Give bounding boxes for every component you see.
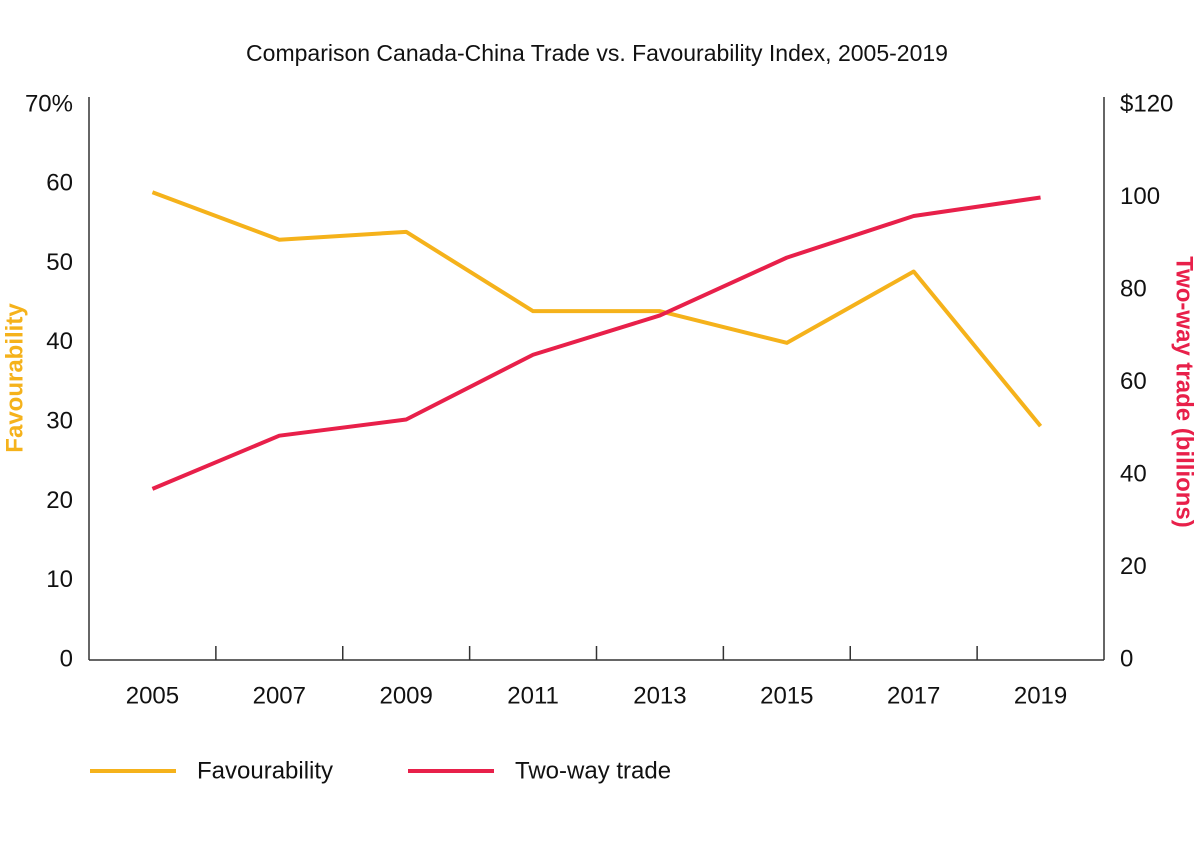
y-tick-label: 30 [46, 407, 73, 434]
y2-tick-label: 0 [1120, 645, 1133, 672]
legend-label: Favourability [197, 757, 333, 784]
y2-axis-label: Two-way trade (billions) [1171, 256, 1198, 528]
y2-tick-label: $120 [1120, 90, 1173, 117]
y-tick-label: 20 [46, 487, 73, 514]
x-tick-label: 2019 [1014, 682, 1067, 709]
x-tick-label: 2013 [633, 682, 686, 709]
series-line [151, 195, 1041, 491]
chart-title: Comparison Canada-China Trade vs. Favour… [246, 40, 948, 66]
y2-tick-label: 40 [1120, 460, 1147, 487]
y-tick-label: 0 [60, 645, 73, 672]
x-tick-label: 2007 [253, 682, 306, 709]
y-axis-label: Favourability [1, 303, 28, 453]
y-tick-label: 50 [46, 249, 73, 276]
x-tick-label: 2009 [379, 682, 432, 709]
y-tick-label: 10 [46, 566, 73, 593]
legend-label: Two-way trade [515, 757, 671, 784]
y2-tick-label: 80 [1120, 275, 1147, 302]
y2-tick-label: 20 [1120, 553, 1147, 580]
x-tick-label: 2011 [507, 682, 559, 709]
x-tick-label: 2017 [887, 682, 940, 709]
y-tick-label: 60 [46, 170, 73, 197]
y-tick-label: 70% [25, 90, 73, 117]
series-line [151, 190, 1043, 428]
x-tick-label: 2005 [126, 682, 179, 709]
y-tick-label: 40 [46, 328, 73, 355]
x-tick-label: 2015 [760, 682, 813, 709]
y2-tick-label: 60 [1120, 368, 1147, 395]
y2-tick-label: 100 [1120, 183, 1160, 210]
